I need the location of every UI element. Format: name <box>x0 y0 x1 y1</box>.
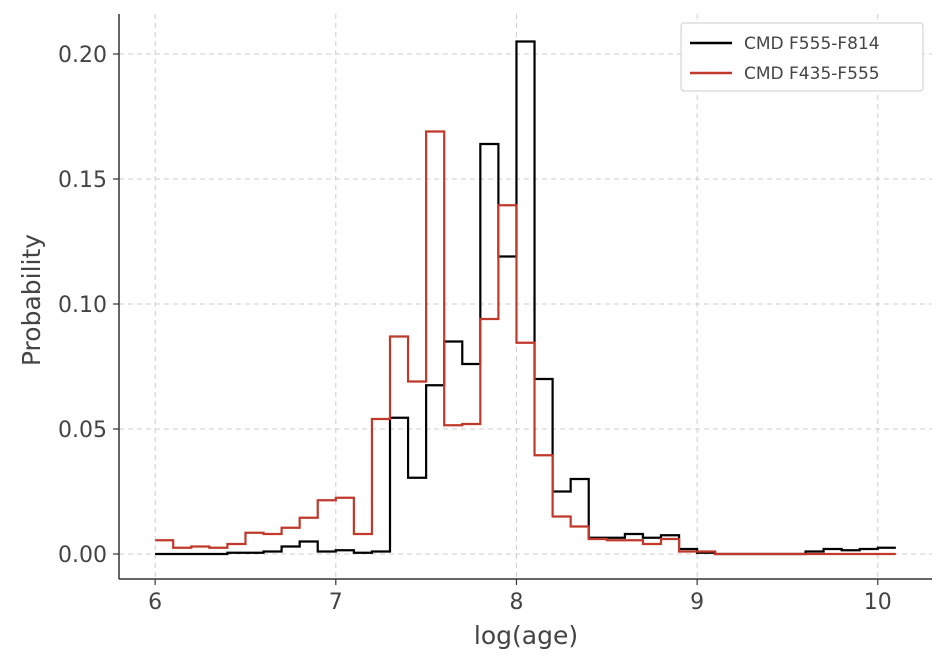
legend: CMD F555-F814 CMD F435-F555 <box>680 22 924 92</box>
series-cmd-f435-f555 <box>155 130 896 556</box>
series-cmd-f555-f814 <box>155 40 896 556</box>
y-tick-label: 0.10 <box>58 293 107 318</box>
y-axis-title: Probability <box>17 234 46 366</box>
legend-box <box>680 22 924 92</box>
legend-label: CMD F555-F814 <box>744 34 880 54</box>
x-tick-label: 9 <box>690 590 704 615</box>
x-tick-label: 10 <box>864 590 892 615</box>
ticks: 6 7 8 9 10 0.00 0.05 0.10 0.15 0.20 <box>58 43 892 615</box>
axes <box>118 14 932 580</box>
x-tick-label: 7 <box>329 590 343 615</box>
x-axis-title: log(age) <box>474 621 578 650</box>
legend-label: CMD F435-F555 <box>744 64 880 84</box>
series-step-line <box>155 40 896 556</box>
series-layer <box>155 40 896 556</box>
y-tick-label: 0.20 <box>58 43 107 68</box>
x-tick-label: 6 <box>148 590 162 615</box>
y-tick-label: 0.00 <box>58 543 107 568</box>
y-tick-label: 0.15 <box>58 168 107 193</box>
y-tick-label: 0.05 <box>58 418 107 443</box>
series-step-line <box>155 130 896 556</box>
x-tick-label: 8 <box>509 590 523 615</box>
grid <box>119 14 932 579</box>
